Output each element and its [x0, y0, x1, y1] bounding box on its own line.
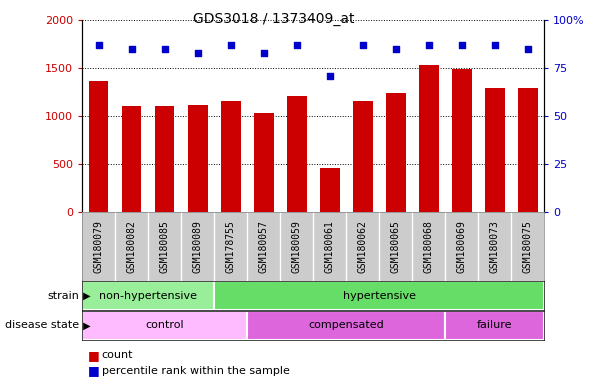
Bar — [188, 105, 207, 212]
Bar — [518, 88, 537, 212]
Point — [325, 73, 334, 79]
Point — [391, 46, 401, 52]
Text: GSM180062: GSM180062 — [358, 220, 368, 273]
Text: percentile rank within the sample: percentile rank within the sample — [102, 366, 289, 376]
Bar — [320, 168, 339, 212]
Bar — [287, 96, 306, 212]
Text: GSM180059: GSM180059 — [292, 220, 302, 273]
Bar — [154, 106, 174, 212]
Bar — [89, 81, 108, 212]
Point — [523, 46, 533, 52]
Bar — [353, 101, 373, 212]
Point — [490, 42, 500, 48]
Text: ▶: ▶ — [80, 320, 91, 331]
Bar — [221, 101, 241, 212]
Text: GSM180079: GSM180079 — [94, 220, 103, 273]
Text: control: control — [145, 320, 184, 331]
Bar — [247, 311, 445, 340]
Text: GSM180061: GSM180061 — [325, 220, 334, 273]
Text: ■: ■ — [88, 364, 100, 377]
Text: GDS3018 / 1373409_at: GDS3018 / 1373409_at — [193, 12, 354, 25]
Text: non-hypertensive: non-hypertensive — [99, 291, 197, 301]
Text: GSM180073: GSM180073 — [489, 220, 500, 273]
Bar — [82, 311, 247, 340]
Text: GSM180069: GSM180069 — [457, 220, 467, 273]
Text: failure: failure — [477, 320, 513, 331]
Point — [457, 42, 466, 48]
Point — [424, 42, 434, 48]
Point — [126, 46, 136, 52]
Point — [226, 42, 235, 48]
Text: ▶: ▶ — [80, 291, 91, 301]
Text: hypertensive: hypertensive — [343, 291, 416, 301]
Text: GSM180089: GSM180089 — [193, 220, 202, 273]
Text: GSM180075: GSM180075 — [523, 220, 533, 273]
Bar — [385, 93, 406, 212]
Text: ■: ■ — [88, 349, 100, 362]
Point — [160, 46, 170, 52]
Bar — [254, 113, 274, 212]
Point — [358, 42, 367, 48]
Point — [292, 42, 302, 48]
Text: GSM180057: GSM180057 — [258, 220, 269, 273]
Bar — [419, 66, 438, 212]
Text: GSM180065: GSM180065 — [390, 220, 401, 273]
Bar — [485, 88, 505, 212]
Bar — [445, 311, 544, 340]
Bar — [82, 281, 214, 310]
Bar — [452, 70, 472, 212]
Point — [94, 42, 103, 48]
Bar — [122, 106, 142, 212]
Text: strain: strain — [47, 291, 79, 301]
Bar — [214, 281, 544, 310]
Text: GSM180068: GSM180068 — [424, 220, 434, 273]
Point — [259, 50, 269, 56]
Text: compensated: compensated — [308, 320, 384, 331]
Text: GSM178755: GSM178755 — [226, 220, 236, 273]
Text: GSM180085: GSM180085 — [159, 220, 170, 273]
Text: disease state: disease state — [5, 320, 79, 331]
Text: count: count — [102, 350, 133, 360]
Point — [193, 50, 202, 56]
Text: GSM180082: GSM180082 — [126, 220, 137, 273]
